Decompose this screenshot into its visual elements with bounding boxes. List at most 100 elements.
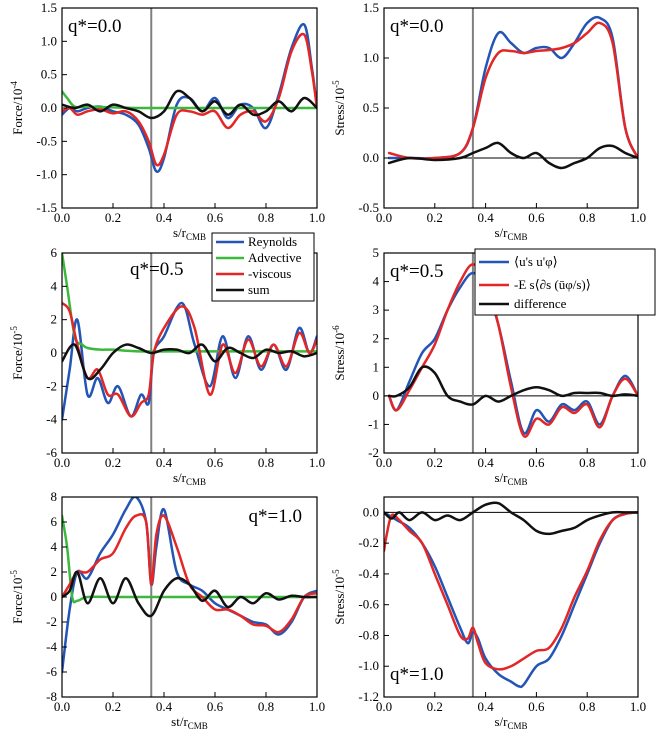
force-q05-xtick-label: 0.8 (258, 455, 274, 470)
force-q0-annotation: q*=0.0 (68, 16, 121, 37)
stress-q05-xlabel: s/rCMB (494, 470, 527, 487)
stress-q0-xtick-label: 0.4 (477, 210, 494, 225)
stress-q05-series-red (387, 263, 638, 438)
force-q0-series--viscous (62, 32, 317, 167)
stress-q1-annotation: q*=1.0 (390, 664, 443, 685)
stress-q0-panel: 0.0 0.2 0.4 0.6 0.8 1.0-0.50.00.51.01.5 q*=0.… (331, 0, 646, 242)
stress-q05-ytick-label: -1 (368, 416, 379, 431)
stress-q05-panel: 0.0 0.2 0.4 0.6 0.8 1.0 -2 -1 0 1 2 3 4 5 q*=0.5 s/rC… (331, 245, 646, 487)
stress-q1-plot-area: 0.0 0.2 0.4 0.6 0.8 1.0 -1.2 -1.0 -0.8 -0.6 -0.4 -0… (358, 496, 646, 714)
force-q0-xlabel: s/rCMB (173, 225, 206, 242)
stress-q0-series-group (387, 15, 638, 170)
force-q0-plot-area: 0.0 0.2 0.4 0.6 0.8 1.0 -1.5 -1.0 -0.5 0.0 0.5 1.0 1… (36, 0, 325, 225)
stress-q1-xtick-label: 0.2 (427, 699, 443, 714)
force-q0-ytick-label: -1.0 (36, 167, 57, 182)
force-q0-xtick-label: 0.6 (207, 210, 224, 225)
force-q1-series--viscous (62, 512, 317, 634)
force-q1-ytick-label: -8 (46, 689, 57, 704)
force-q0-ytick-label: 1.0 (41, 33, 57, 48)
stress-q0-xtick-label: 0.8 (579, 210, 595, 225)
stress-q1-ytick-label: -0.4 (358, 566, 379, 581)
force-q0-ytick-label: -1.5 (36, 200, 57, 215)
legend-label-sum: sum (248, 282, 270, 297)
force-q05-ytick-label: 6 (51, 245, 58, 260)
legend-label-viscous: -viscous (248, 266, 291, 281)
stress-q0-ytick-label: -0.5 (358, 200, 379, 215)
stress-q05-ytick-label: 1 (373, 359, 380, 374)
stress-q05-xtick-label: 0.8 (579, 455, 595, 470)
force-q1-xtick-label: 1.0 (309, 699, 325, 714)
stress-q05-ytick-label: -2 (368, 445, 379, 460)
stress-q0-ylabel: Stress/10-5 (331, 80, 347, 136)
force-q0-series-advective (62, 90, 317, 110)
force-q0-ytick-label: 0.0 (41, 100, 57, 115)
force-q1-ytick-label: 0 (51, 589, 58, 604)
stress-q0-series-red (387, 21, 638, 160)
stress-q1-series-black (384, 501, 638, 536)
stress-q1-series-group (384, 501, 638, 689)
force-q05-ylabel: Force/10-5 (9, 326, 25, 380)
stress-q1-ytick-label: -1.2 (358, 689, 379, 704)
force-q1-series-advective (62, 514, 317, 604)
stress-q1-frame (383, 496, 639, 698)
force-q1-xtick-label: 0.0 (54, 699, 70, 714)
force-q05-annotation: q*=0.5 (130, 259, 183, 280)
force-q1-ytick-label: 4 (51, 539, 58, 554)
stress-q05-xtick-label: 0.4 (477, 455, 494, 470)
stress-q1-panel: 0.0 0.2 0.4 0.6 0.8 1.0 -1.2 -1.0 -0.8 -0.6 -0.4 -0… (331, 496, 646, 731)
force-q05-ytick-label: -6 (46, 445, 57, 460)
force-q05-plot-area: 0.0 0.2 0.4 0.6 0.8 1.0 -6 -4 -2 0 2 4 6 (46, 245, 325, 470)
force-legend: Reynolds Advective -viscous sum (211, 232, 315, 302)
stress-q0-ytick-label: 1.0 (363, 50, 379, 65)
force-q05-panel: 0.0 0.2 0.4 0.6 0.8 1.0 -6 -4 -2 0 2 4 6 q*=0.5 s/rC… (9, 245, 325, 487)
force-q05-xtick-label: 0.6 (207, 455, 224, 470)
force-q05-xtick-label: 1.0 (309, 455, 325, 470)
force-q0-series-group (62, 22, 317, 173)
force-q0-series-sum (62, 89, 317, 120)
force-q1-ytick-label: 2 (51, 564, 58, 579)
force-q0-xtick-label: 0.8 (258, 210, 274, 225)
stress-q1-xtick-label: 0.8 (579, 699, 595, 714)
stress-q0-ytick-label: 1.5 (363, 0, 379, 15)
legend-label-difference: difference (514, 296, 567, 311)
stress-q05-series-black (387, 365, 638, 406)
stress-q1-ytick-label: -1.0 (358, 658, 379, 673)
stress-q0-plot-area: 0.0 0.2 0.4 0.6 0.8 1.0-0.50.00.51.01.5 (358, 0, 646, 225)
stress-q0-annotation: q*=0.0 (390, 16, 443, 37)
force-q0-xtick-label: 0.0 (54, 210, 70, 225)
force-q1-ytick-label: -2 (46, 614, 57, 629)
stress-q05-xtick-label: 1.0 (630, 455, 646, 470)
force-q0-ytick-label: 0.5 (41, 67, 57, 82)
stress-q05-plot-area: 0.0 0.2 0.4 0.6 0.8 1.0 -2 -1 0 1 2 3 4 5 (368, 245, 646, 470)
force-q1-series-group (62, 497, 317, 674)
force-q05-ytick-label: -2 (46, 378, 57, 393)
force-q05-xtick-label: 0.0 (54, 455, 70, 470)
stress-q1-xtick-label: 0.6 (528, 699, 545, 714)
force-q1-panel: 0.0 0.2 0.4 0.6 0.8 1.0 -8 -6 -4 -2 0 2 4 6 8 q*=1.0 s… (9, 489, 325, 731)
force-q0-xtick-label: 0.4 (156, 210, 173, 225)
force-q1-xtick-label: 0.4 (156, 699, 173, 714)
stress-q1-ytick-label: -0.6 (358, 597, 379, 612)
stress-q1-ytick-label: -0.2 (358, 535, 379, 550)
stress-q0-xlabel: s/rCMB (494, 225, 527, 242)
stress-q1-xtick-label: 0.0 (376, 699, 392, 714)
stress-q0-xtick-label: 0.2 (427, 210, 443, 225)
legend-label-reynolds: Reynolds (248, 234, 297, 249)
legend-label-advective: Advective (248, 250, 302, 265)
stress-q1-xlabel: s/rCMB (494, 714, 527, 731)
force-q1-xtick-label: 0.8 (258, 699, 274, 714)
force-q1-xtick-label: 0.2 (105, 699, 121, 714)
force-q05-ytick-label: 0 (51, 345, 58, 360)
stress-q0-ytick-label: 0.0 (363, 150, 379, 165)
force-q05-xlabel: s/rCMB (173, 470, 206, 487)
force-q1-ytick-label: -6 (46, 664, 57, 679)
force-q1-ytick-label: 8 (51, 489, 58, 504)
stress-q0-series-blue (387, 15, 638, 160)
stress-q1-ylabel: Stress/10-5 (331, 569, 347, 625)
force-q0-ytick-label: -0.5 (36, 133, 57, 148)
stress-q05-xtick-label: 0.2 (427, 455, 443, 470)
stress-q0-frame (383, 7, 639, 209)
force-q05-series-sum (62, 343, 317, 381)
stress-q1-xtick-label: 1.0 (630, 699, 646, 714)
